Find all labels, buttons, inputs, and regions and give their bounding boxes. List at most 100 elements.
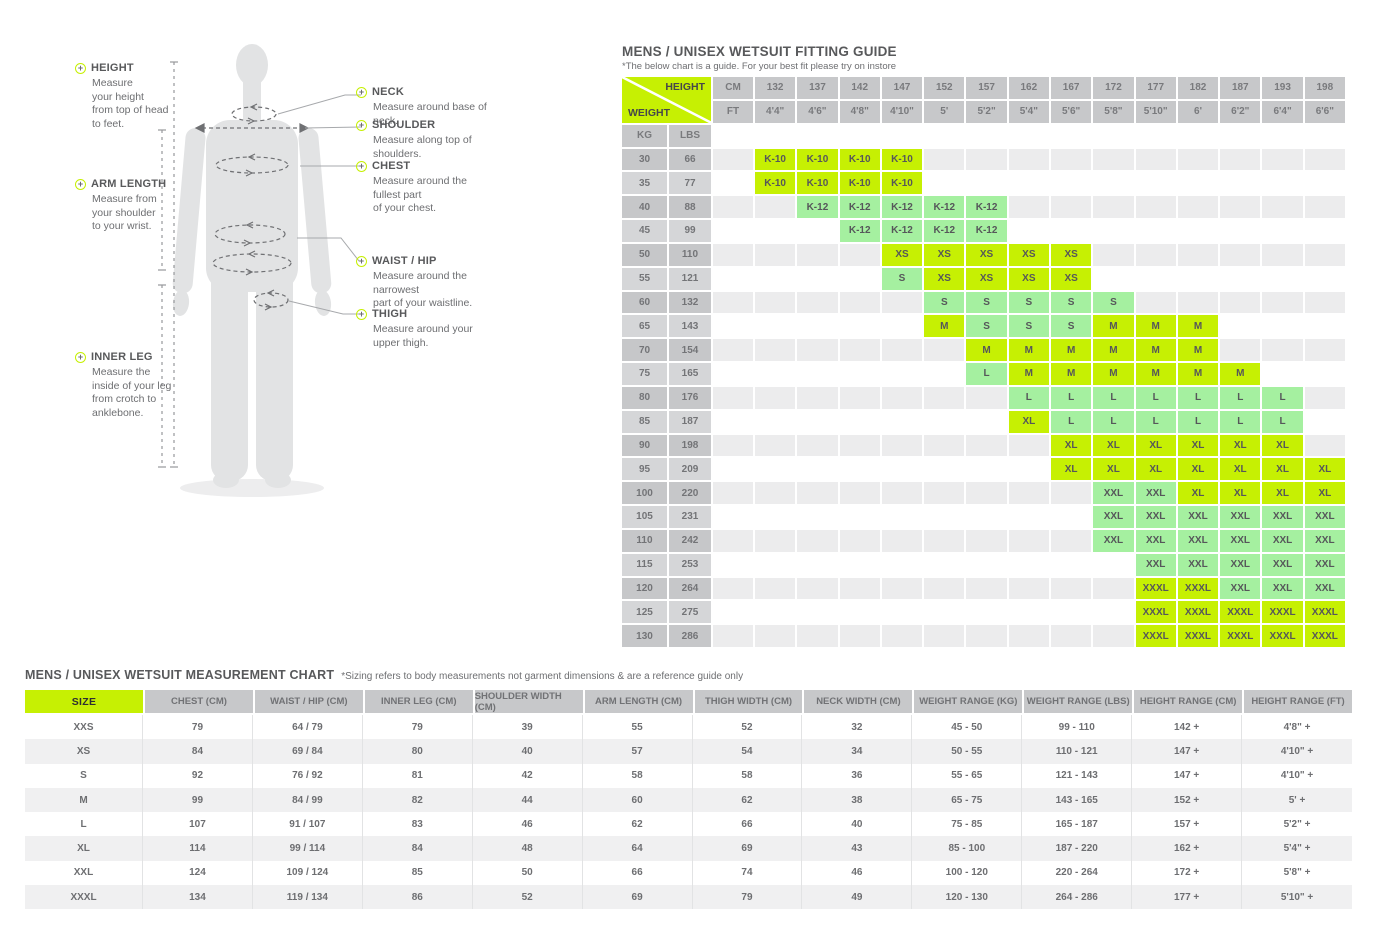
fit-size-cell: XXL [1262, 529, 1303, 552]
fit-size-cell: K-10 [797, 172, 838, 195]
fit-empty-cell [755, 553, 796, 576]
fit-empty-cell [1304, 386, 1345, 409]
fit-size-cell: XS [1008, 267, 1049, 290]
fit-size-cell: K-10 [755, 172, 796, 195]
fit-empty-cell [1093, 625, 1134, 647]
fit-empty-cell [797, 529, 838, 552]
fit-size-cell: S [1050, 291, 1092, 314]
chart-cell: 220 - 264 [1022, 860, 1133, 886]
fit-empty-cell [881, 577, 923, 600]
fit-empty-cell [966, 148, 1007, 171]
fit-empty-cell [924, 506, 965, 528]
fit-empty-cell [713, 458, 753, 481]
chart-col-header: SIZE [25, 690, 143, 713]
fit-size-cell: XS [924, 243, 965, 266]
chart-col-header: THIGH WIDTH (CM) [694, 690, 803, 713]
fit-empty-cell [1093, 196, 1134, 218]
fit-weight-lbs: 231 [669, 506, 711, 528]
corner-diagonal [622, 77, 711, 123]
chart-cell: 38 [802, 787, 913, 813]
chart-cell: 80 [363, 739, 473, 764]
chart-row: M 99 84 / 99 82 44 60 62 38 65 - 75 143 - 165 152 … [25, 787, 1352, 813]
body-silhouette [172, 44, 332, 488]
chart-cell: 32 [802, 715, 913, 740]
fit-empty-cell [881, 386, 923, 409]
fit-size-cell: XS [1050, 267, 1092, 290]
fit-ft-label: FT [713, 100, 753, 123]
fit-empty-cell [755, 267, 796, 290]
fit-weight-lbs: 187 [669, 410, 711, 433]
plus-icon: + [356, 255, 367, 267]
chart-cell: 5' + [1288, 794, 1306, 806]
fit-size-cell: XL [1135, 434, 1176, 457]
fit-size-cell: XXL [1304, 529, 1345, 552]
fit-size-cell: XL [1093, 434, 1134, 457]
fit-weight-kg: 125 [622, 601, 667, 624]
fit-height-cm-header: 187 [1220, 77, 1261, 99]
label-title: THIGH [372, 308, 408, 320]
fit-size-cell: XXXL [1262, 601, 1303, 624]
fit-size-cell: XXL [1135, 506, 1176, 528]
fit-empty-cell [1050, 601, 1092, 624]
fit-empty-cell [1050, 577, 1092, 600]
fit-size-cell: L [1220, 410, 1261, 433]
fit-size-cell: XXL [1135, 553, 1176, 576]
fit-empty-cell [1262, 363, 1303, 385]
fit-empty-cell [797, 410, 838, 433]
fit-empty-cell [755, 315, 796, 338]
fit-empty-cell [839, 529, 880, 552]
fit-size-cell: XL [1220, 434, 1261, 457]
fit-empty-cell [839, 553, 880, 576]
label-neck: + NECK Measure around base of neck. [356, 86, 496, 128]
chart-cell: 165 - 187 [1022, 812, 1133, 837]
label-title: NECK [372, 86, 404, 98]
fit-size-cell: S [1008, 291, 1049, 314]
fitting-guide-grid: HEIGHT WEIGHT CM 132 137 142 147 152 157 162 167 17… [622, 77, 1345, 647]
fit-empty-cell [797, 291, 838, 314]
fit-blank-cell [1093, 124, 1134, 147]
fit-size-cell: XXL [1220, 506, 1261, 528]
fit-empty-cell [713, 315, 753, 338]
chart-cell: 81 [363, 763, 473, 788]
chart-col-header: INNER LEG (CM) [364, 690, 473, 713]
label-title: SHOULDER [372, 119, 436, 131]
chart-cell: 69 [693, 836, 803, 861]
label-waist-hip: + WAIST / HIP Measure around the narrowe… [356, 255, 496, 311]
chart-cell: 110 - 121 [1022, 739, 1133, 764]
fit-size-cell: K-12 [924, 196, 965, 218]
fit-empty-cell [839, 291, 880, 314]
chart-cell: 52 [693, 715, 803, 740]
fit-size-cell: XXL [1135, 482, 1176, 504]
chart-cell: 65 - 75 [912, 787, 1023, 813]
chart-cell: 91 / 107 [253, 812, 363, 837]
fit-height-ft-header: 4'4" [755, 100, 796, 123]
chart-cell: 99 - 110 [1022, 715, 1133, 740]
fit-empty-cell [713, 553, 753, 576]
fit-size-cell: XXXL [1135, 577, 1176, 600]
fit-empty-cell [839, 315, 880, 338]
fit-empty-cell [1177, 196, 1219, 218]
fit-empty-cell [1008, 172, 1049, 195]
fit-empty-cell [713, 243, 753, 266]
label-height: + HEIGHT Measure your height from top of… [75, 62, 215, 131]
fit-size-cell: XXXL [1220, 601, 1261, 624]
fit-weight-kg: 40 [622, 196, 667, 218]
chart-size-cell: M [25, 787, 143, 813]
fit-empty-cell [881, 339, 923, 361]
fit-size-cell: K-10 [881, 172, 923, 195]
chart-cell: 187 - 220 [1022, 836, 1133, 861]
fit-weight-kg: 90 [622, 434, 667, 457]
fit-empty-cell [755, 386, 796, 409]
fit-empty-cell [1177, 172, 1219, 195]
chart-cell: 79 [143, 715, 253, 740]
chart-cell: 5'2" + [1283, 818, 1311, 830]
fit-size-cell: K-12 [797, 196, 838, 218]
fit-empty-cell [1135, 291, 1176, 314]
fit-empty-cell [713, 601, 753, 624]
fit-empty-cell [797, 267, 838, 290]
plus-icon: + [75, 62, 86, 74]
chart-cell: 86 [363, 885, 473, 910]
measurement-chart-note: *Sizing refers to body measurements not … [341, 671, 744, 682]
fit-empty-cell [1177, 267, 1219, 290]
